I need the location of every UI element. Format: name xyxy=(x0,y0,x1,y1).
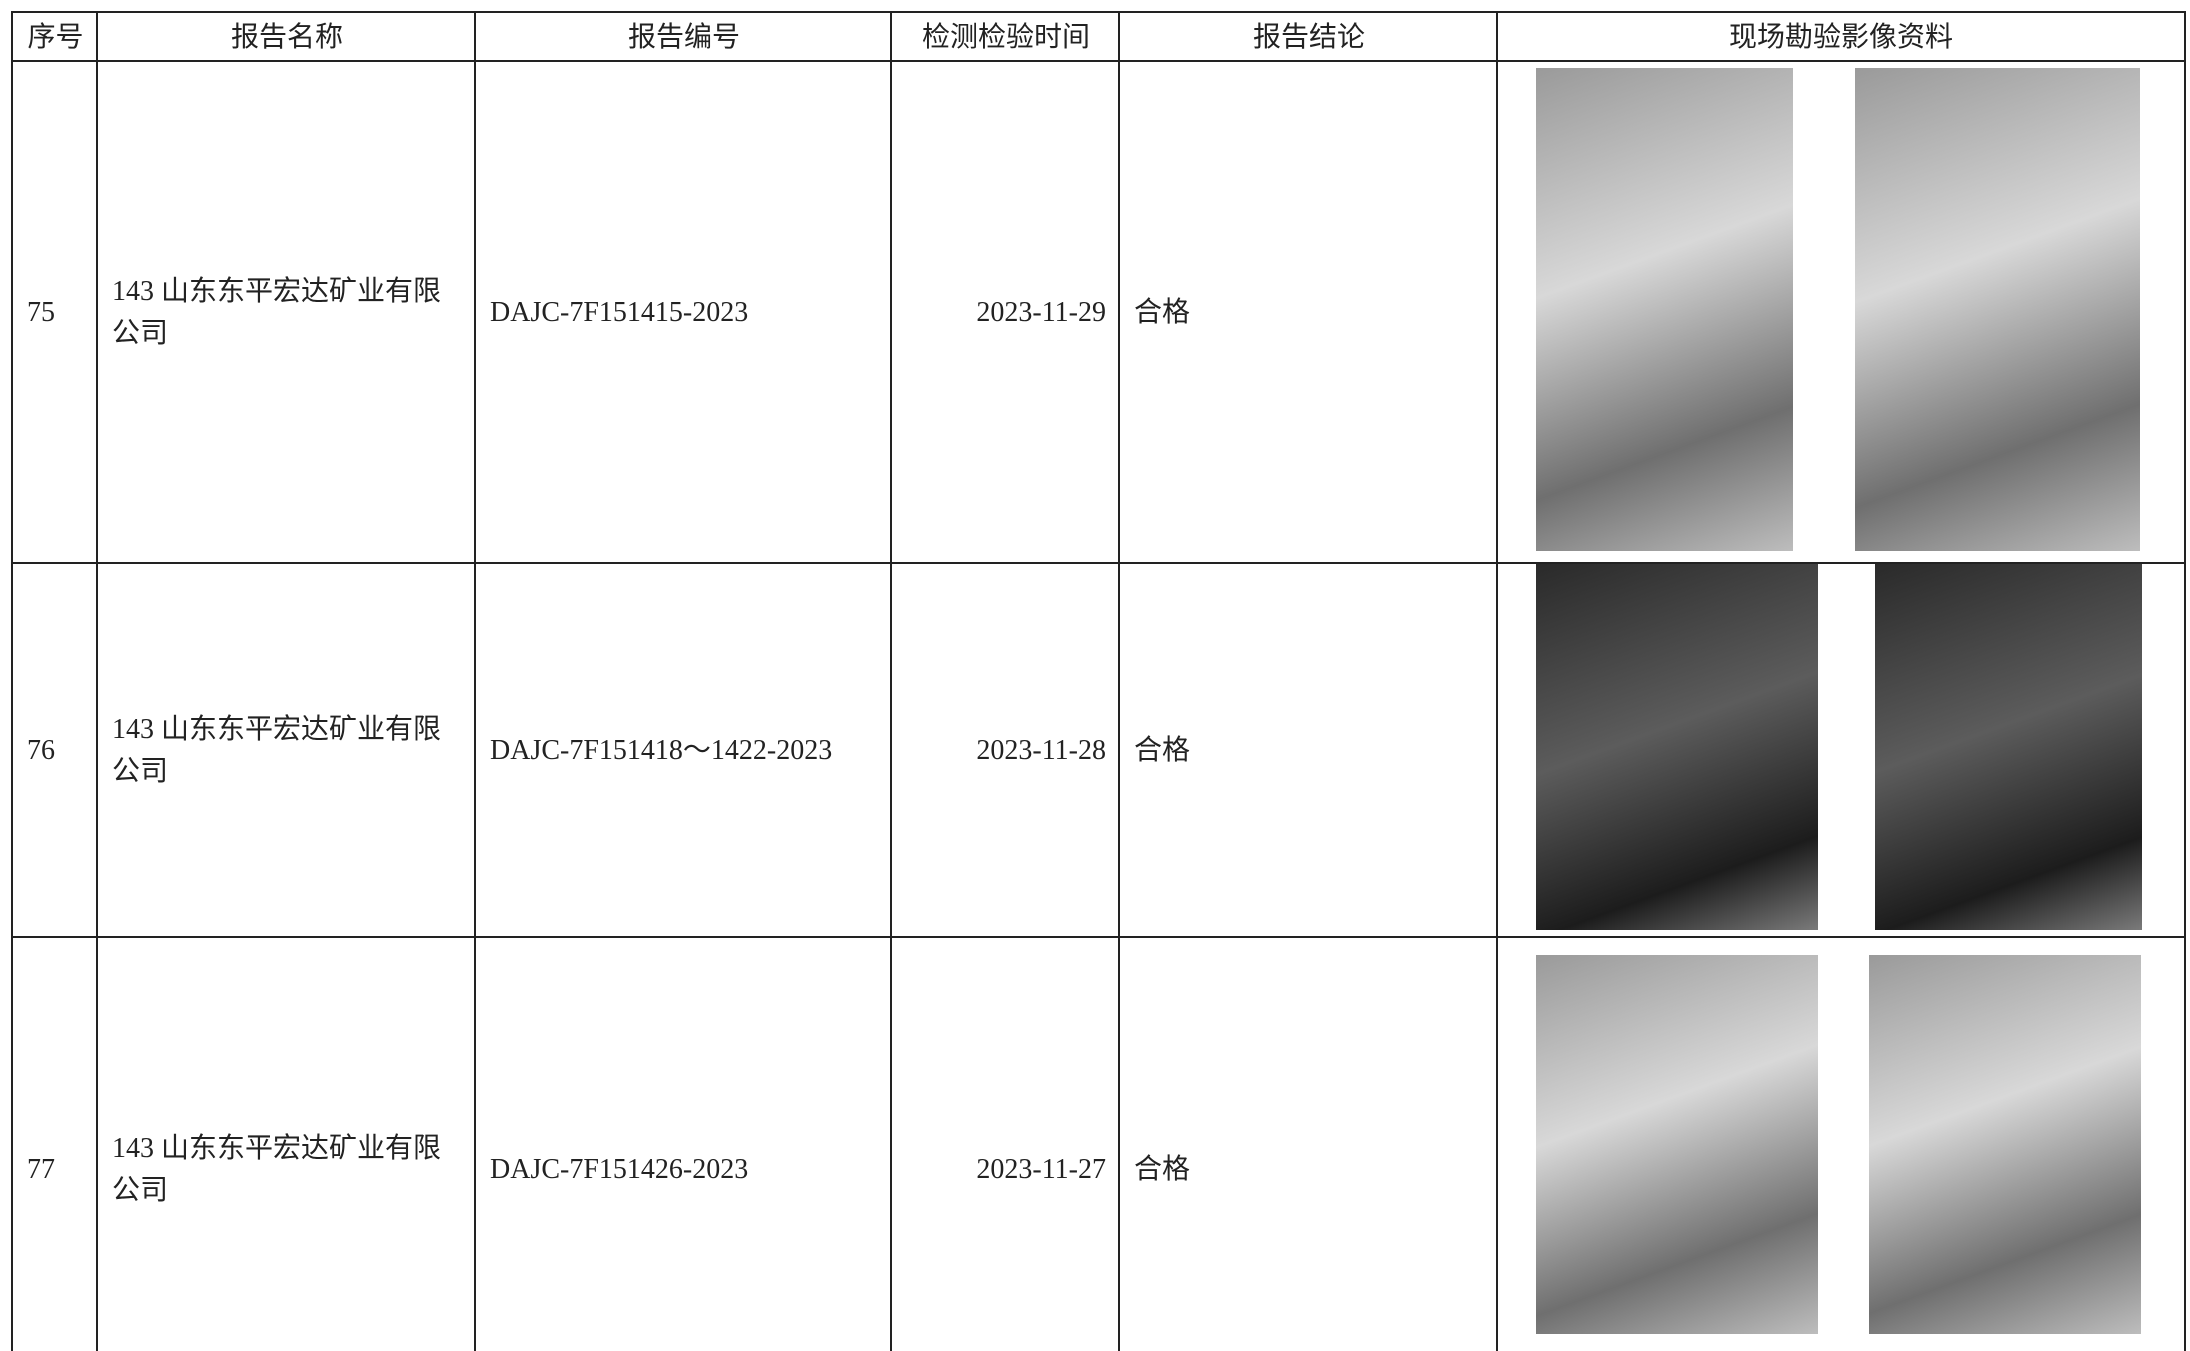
table-cell-text: 143 山东东平宏达矿业有限公司 xyxy=(112,1133,442,1206)
table-cell-text: 143 山东东平宏达矿业有限公司 xyxy=(112,714,442,787)
site-photo xyxy=(1536,564,1818,930)
table-cell-text: DAJC-7F151418～1422-2023 xyxy=(490,735,833,766)
header-cell-text: 报告编号 xyxy=(627,21,740,53)
photo-cell xyxy=(1496,936,2186,1351)
table-cell: 合格 xyxy=(1118,60,1498,564)
site-photo xyxy=(1536,68,1793,551)
photo-cell xyxy=(1496,60,2186,564)
header-cell: 现场勘验影像资料 xyxy=(1496,11,2186,62)
table-cell: 143 山东东平宏达矿业有限公司 xyxy=(96,562,476,938)
table-cell-text: 合格 xyxy=(1134,1154,1191,1185)
header-cell-text: 序号 xyxy=(27,21,84,53)
table-cell: 77 xyxy=(11,936,98,1351)
table-cell: 143 山东东平宏达矿业有限公司 xyxy=(96,60,476,564)
site-photo xyxy=(1869,955,2141,1334)
table-cell-text: 2023-11-27 xyxy=(976,1154,1106,1185)
table-cell: DAJC-7F151426-2023 xyxy=(474,936,892,1351)
site-photo xyxy=(1875,564,2142,930)
table-cell: 143 山东东平宏达矿业有限公司 xyxy=(96,936,476,1351)
table-cell: DAJC-7F151415-2023 xyxy=(474,60,892,564)
site-photo xyxy=(1855,68,2140,551)
table-cell: 75 xyxy=(11,60,98,564)
header-cell: 报告结论 xyxy=(1118,11,1498,62)
table-cell: 合格 xyxy=(1118,936,1498,1351)
table-cell: 合格 xyxy=(1118,562,1498,938)
photo-cell xyxy=(1496,562,2186,938)
table-cell: 2023-11-29 xyxy=(890,60,1120,564)
header-cell-text: 检测检验时间 xyxy=(921,21,1090,53)
header-cell: 序号 xyxy=(11,11,98,62)
table-cell-text: 77 xyxy=(27,1154,55,1185)
table-cell: 2023-11-28 xyxy=(890,562,1120,938)
table-cell: 2023-11-27 xyxy=(890,936,1120,1351)
table-cell-text: 143 山东东平宏达矿业有限公司 xyxy=(112,276,442,349)
header-cell: 报告编号 xyxy=(474,11,892,62)
header-cell-text: 报告结论 xyxy=(1252,21,1365,53)
table-cell-text: DAJC-7F151426-2023 xyxy=(490,1154,749,1185)
header-cell: 检测检验时间 xyxy=(890,11,1120,62)
table-cell-text: 75 xyxy=(27,297,55,328)
header-cell: 报告名称 xyxy=(96,11,476,62)
table-cell: DAJC-7F151418～1422-2023 xyxy=(474,562,892,938)
table-cell: 76 xyxy=(11,562,98,938)
table-cell-text: 合格 xyxy=(1134,735,1191,766)
header-cell-text: 现场勘验影像资料 xyxy=(1728,21,1953,53)
table-cell-text: 合格 xyxy=(1134,297,1191,328)
header-cell-text: 报告名称 xyxy=(230,21,343,53)
table-cell-text: DAJC-7F151415-2023 xyxy=(490,297,749,328)
table-cell-text: 2023-11-29 xyxy=(976,297,1106,328)
table-cell-text: 2023-11-28 xyxy=(976,735,1106,766)
site-photo xyxy=(1536,955,1818,1334)
table-cell-text: 76 xyxy=(27,735,55,766)
